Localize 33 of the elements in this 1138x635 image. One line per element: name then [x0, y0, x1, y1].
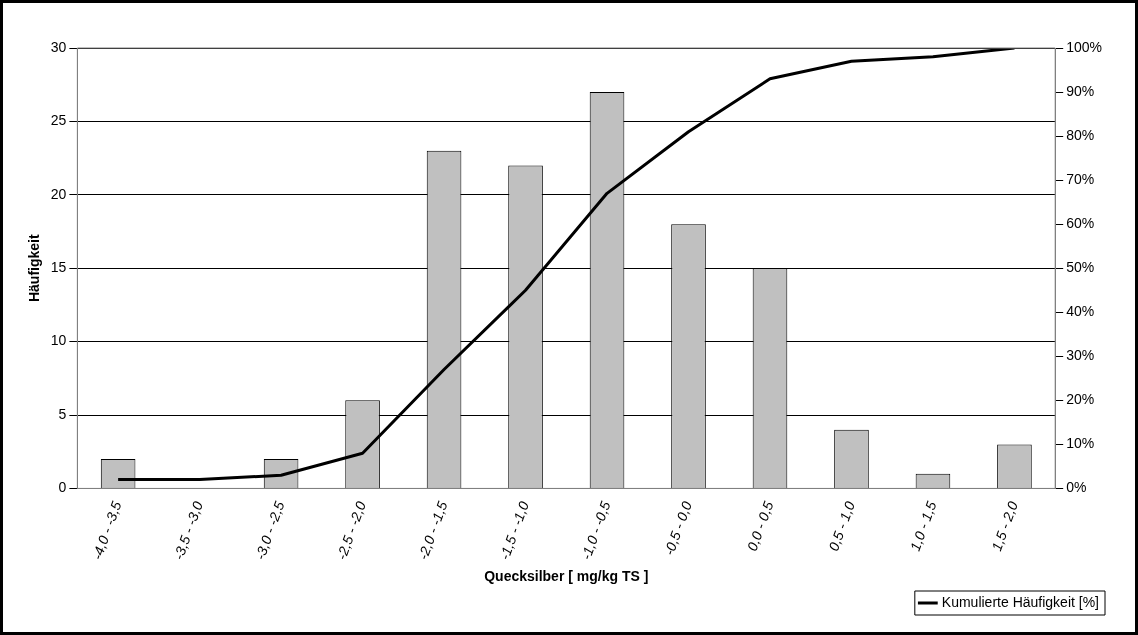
- y2-tick-label: 20%: [1066, 391, 1095, 408]
- y-tick-label: 10: [50, 332, 67, 349]
- y2-tick-label: 30%: [1066, 347, 1095, 364]
- x-tick-label: 0,0 - 0,5: [743, 498, 777, 553]
- x-tick-label: -0,5 - 0,0: [660, 498, 696, 558]
- y2-tick-label: 90%: [1066, 82, 1095, 99]
- y-tick-label: 5: [58, 405, 67, 422]
- x-tick-label: -2,0 - -1,5: [414, 498, 451, 562]
- y-tick-label: 30: [50, 38, 67, 55]
- y2-tick-label: 0%: [1066, 479, 1087, 496]
- x-tick-label: 0,5 - 1,0: [825, 498, 859, 553]
- x-tick-label: -1,5 - -1,0: [496, 498, 533, 562]
- y-axis-title: Häufigkeit: [26, 234, 43, 303]
- x-tick-label: -2,5 - -2,0: [333, 498, 370, 562]
- x-tick-label: -4,0 - -3,5: [88, 498, 125, 562]
- y2-tick-label: 50%: [1066, 259, 1095, 276]
- y2-tick-label: 40%: [1066, 303, 1095, 320]
- x-tick-label: -3,0 - -2,5: [251, 498, 288, 562]
- y-tick-label: 20: [50, 185, 67, 202]
- legend-label: Kumulierte Häufigkeit [%]: [941, 593, 1100, 610]
- x-tick-label: -3,5 - -3,0: [170, 498, 207, 562]
- x-tick-label: 1,0 - 1,5: [906, 498, 940, 553]
- y-tick-label: 25: [50, 112, 67, 129]
- x-axis-title: Quecksilber [ mg/kg TS ]: [484, 568, 649, 585]
- y2-tick-label: 100%: [1066, 38, 1103, 55]
- y2-tick-label: 80%: [1066, 126, 1095, 143]
- y-tick-label: 15: [50, 259, 67, 276]
- x-tick-label: -1,0 - -0,5: [577, 498, 614, 562]
- y2-tick-label: 10%: [1066, 435, 1095, 452]
- y-tick-label: 0: [58, 479, 67, 496]
- y2-tick-label: 70%: [1066, 170, 1095, 187]
- x-tick-label: 1,5 - 2,0: [988, 498, 1021, 553]
- y2-tick-label: 60%: [1066, 215, 1095, 232]
